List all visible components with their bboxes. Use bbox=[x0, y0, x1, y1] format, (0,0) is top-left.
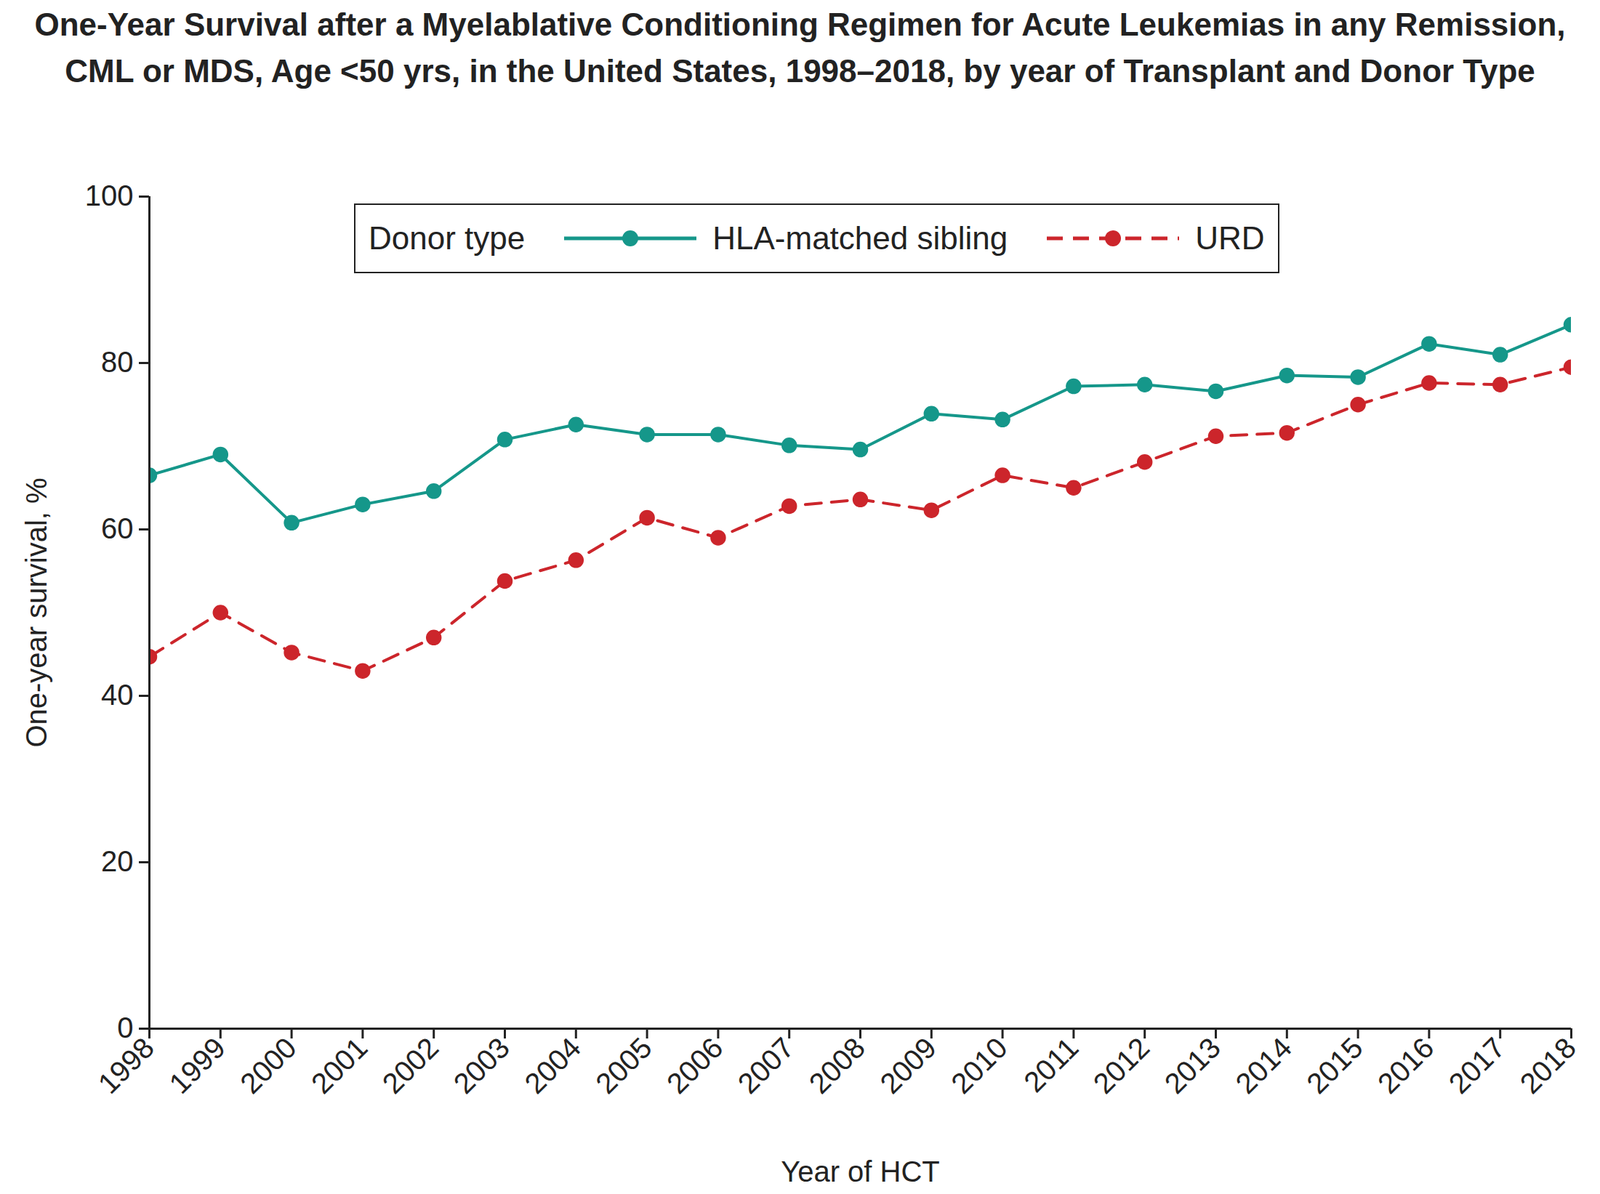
svg-text:2011: 2011 bbox=[1017, 1031, 1085, 1099]
html-text:Donor type: Donor type bbox=[368, 220, 525, 256]
svg-text:1998: 1998 bbox=[91, 1031, 160, 1100]
svg-text:2005: 2005 bbox=[589, 1031, 658, 1100]
html-text:URD: URD bbox=[1195, 220, 1265, 256]
svg-text:2001: 2001 bbox=[305, 1031, 374, 1100]
svg-text:2000: 2000 bbox=[234, 1031, 303, 1100]
svg-text:80: 80 bbox=[101, 346, 134, 379]
svg-text:1999: 1999 bbox=[162, 1031, 232, 1100]
svg-text:2018: 2018 bbox=[1513, 1031, 1582, 1100]
svg-text:2002: 2002 bbox=[375, 1031, 445, 1100]
svg-text:2010: 2010 bbox=[945, 1031, 1014, 1100]
svg-text:2009: 2009 bbox=[873, 1031, 943, 1100]
svg-text:20: 20 bbox=[101, 845, 134, 878]
svg-text:2003: 2003 bbox=[447, 1031, 516, 1100]
svg-text:2006: 2006 bbox=[660, 1031, 730, 1100]
html-text:One-Year Survival after a Myel: One-Year Survival after a Myelablative C… bbox=[34, 6, 1566, 89]
svg-text:Year of HCT: Year of HCT bbox=[780, 1155, 940, 1188]
svg-text:One-year survival, %: One-year survival, % bbox=[20, 477, 53, 748]
svg-text:40: 40 bbox=[101, 678, 134, 711]
svg-text:2012: 2012 bbox=[1086, 1031, 1156, 1100]
svg-text:2013: 2013 bbox=[1158, 1031, 1227, 1100]
svg-text:100: 100 bbox=[85, 179, 134, 212]
html-text:HLA-matched sibling: HLA-matched sibling bbox=[712, 220, 1008, 256]
svg-text:2017: 2017 bbox=[1442, 1031, 1511, 1100]
svg-text:2015: 2015 bbox=[1300, 1031, 1369, 1100]
svg-text:2014: 2014 bbox=[1229, 1031, 1298, 1100]
svg-text:2008: 2008 bbox=[802, 1031, 871, 1100]
svg-text:60: 60 bbox=[101, 512, 134, 545]
svg-text:2004: 2004 bbox=[518, 1031, 587, 1100]
svg-text:2007: 2007 bbox=[731, 1031, 800, 1100]
svg-text:2016: 2016 bbox=[1371, 1031, 1441, 1100]
svg-text:0: 0 bbox=[117, 1012, 134, 1045]
